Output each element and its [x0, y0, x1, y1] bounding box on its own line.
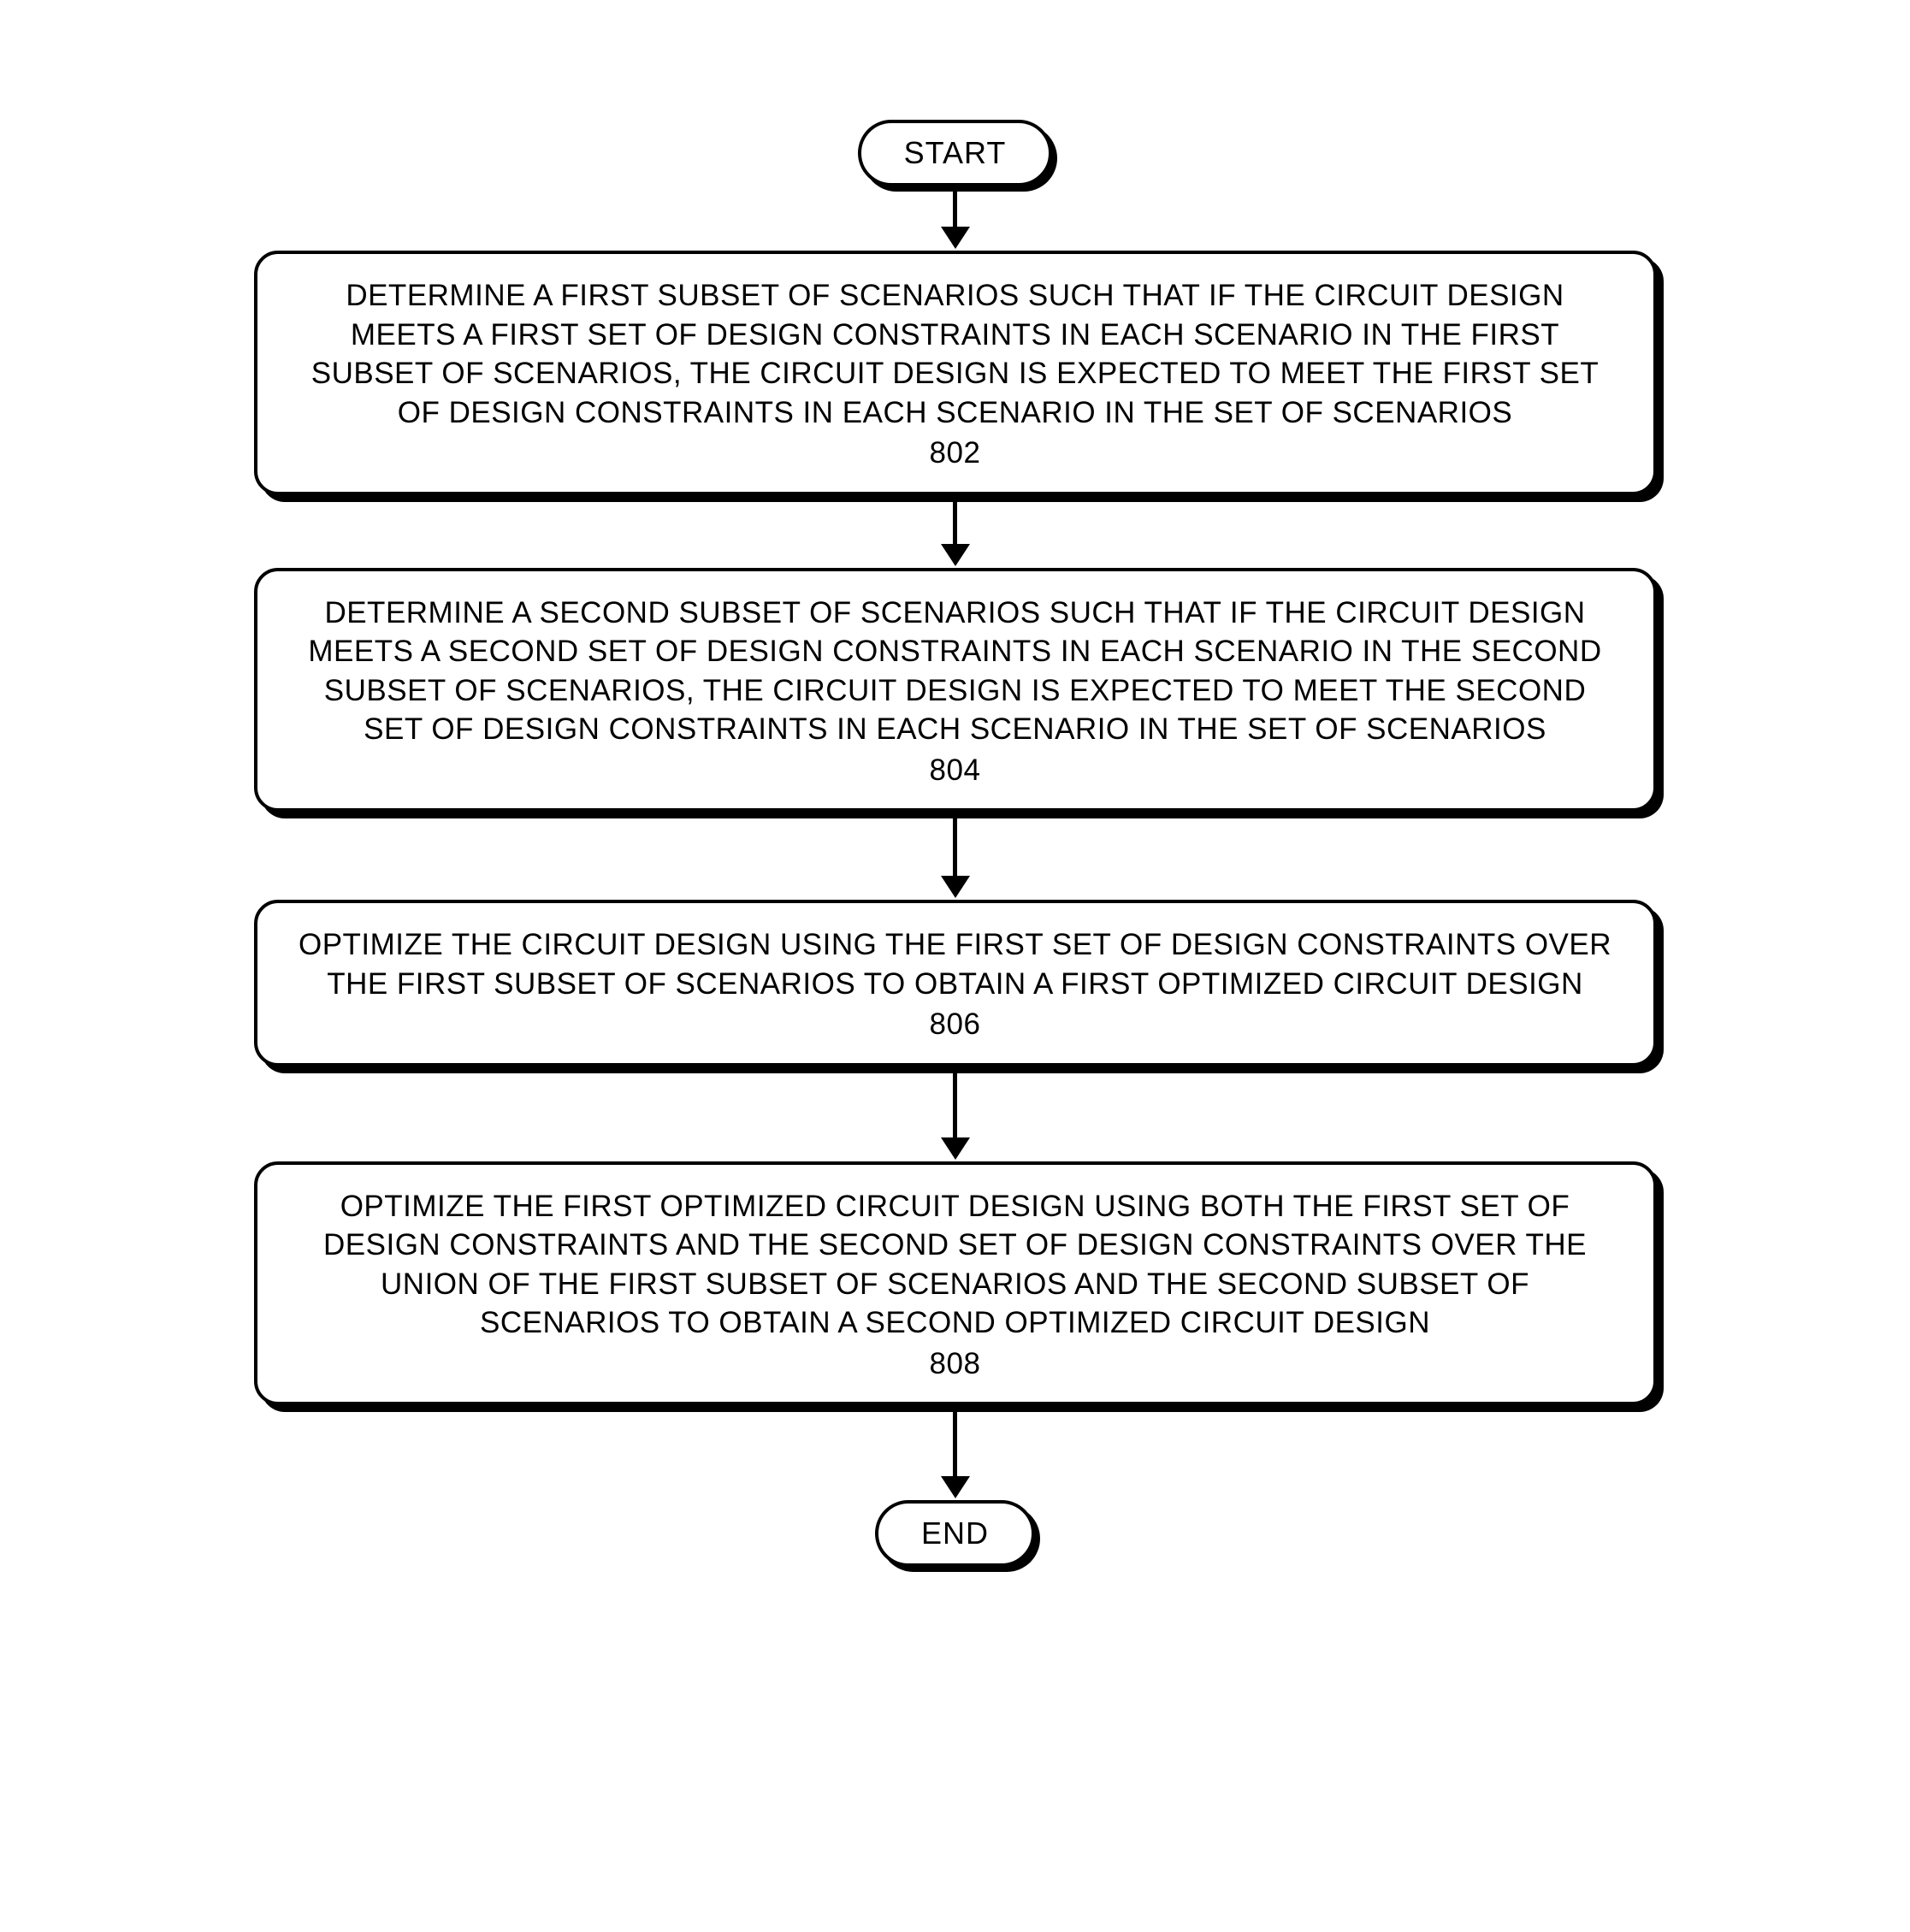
arrow-shaft — [953, 500, 957, 545]
arrow-head — [941, 227, 970, 249]
arrow-head — [941, 544, 970, 566]
start-label: START — [858, 120, 1053, 186]
end-label: END — [875, 1500, 1035, 1567]
arrow-shaft — [953, 192, 957, 227]
arrow-shaft — [953, 1410, 957, 1477]
start-node: START — [858, 120, 1053, 186]
process-node-804: DETERMINE A SECOND SUBSET OF SCENARIOS S… — [254, 568, 1657, 812]
process-node-802: DETERMINE A FIRST SUBSET OF SCENARIOS SU… — [254, 251, 1657, 495]
process-ref: 802 — [292, 434, 1619, 473]
process-box: OPTIMIZE THE CIRCUIT DESIGN USING THE FI… — [254, 900, 1657, 1066]
arrow-shaft — [953, 817, 957, 877]
arrow — [941, 1410, 970, 1498]
arrow — [941, 192, 970, 249]
end-node: END — [875, 1500, 1035, 1567]
process-ref: 808 — [292, 1344, 1619, 1384]
process-text: OPTIMIZE THE CIRCUIT DESIGN USING THE FI… — [292, 925, 1619, 1003]
process-box: DETERMINE A SECOND SUBSET OF SCENARIOS S… — [254, 568, 1657, 812]
arrow-head — [941, 1137, 970, 1160]
process-box: OPTIMIZE THE FIRST OPTIMIZED CIRCUIT DES… — [254, 1161, 1657, 1406]
arrow-shaft — [953, 1072, 957, 1138]
flowchart-container: START DETERMINE A FIRST SUBSET OF SCENAR… — [254, 120, 1657, 1567]
process-text: DETERMINE A FIRST SUBSET OF SCENARIOS SU… — [292, 276, 1619, 432]
process-ref: 806 — [292, 1005, 1619, 1044]
arrow — [941, 1072, 970, 1160]
arrow — [941, 500, 970, 566]
process-box: DETERMINE A FIRST SUBSET OF SCENARIOS SU… — [254, 251, 1657, 495]
arrow — [941, 817, 970, 898]
process-node-806: OPTIMIZE THE CIRCUIT DESIGN USING THE FI… — [254, 900, 1657, 1066]
arrow-head — [941, 1476, 970, 1498]
process-text: OPTIMIZE THE FIRST OPTIMIZED CIRCUIT DES… — [292, 1187, 1619, 1343]
arrow-head — [941, 876, 970, 898]
process-text: DETERMINE A SECOND SUBSET OF SCENARIOS S… — [292, 594, 1619, 749]
process-node-808: OPTIMIZE THE FIRST OPTIMIZED CIRCUIT DES… — [254, 1161, 1657, 1406]
process-ref: 804 — [292, 751, 1619, 790]
